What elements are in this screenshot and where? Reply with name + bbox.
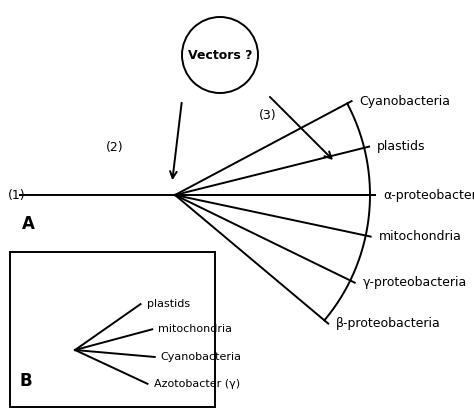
Text: (1): (1) [8,188,26,201]
Text: plastids: plastids [377,140,426,153]
Bar [10,252,215,407]
Text: A: A [22,215,35,233]
Text: (2): (2) [106,141,124,155]
Text: Azotobacter (γ): Azotobacter (γ) [154,379,240,389]
Text: mitochondria: mitochondria [158,324,232,334]
Text: (3): (3) [259,108,277,121]
Text: Cyanobacteria: Cyanobacteria [360,95,451,108]
Text: Vectors ?: Vectors ? [188,48,252,61]
Text: β-proteobacteria: β-proteobacteria [336,317,441,330]
Text: plastids: plastids [146,299,190,309]
Text: γ-proteobacteria: γ-proteobacteria [363,276,467,289]
Text: Cyanobacteria: Cyanobacteria [161,352,242,362]
Text: α-proteobacteria: α-proteobacteria [383,188,474,201]
Text: mitochondria: mitochondria [379,230,462,243]
Text: B: B [20,372,33,390]
